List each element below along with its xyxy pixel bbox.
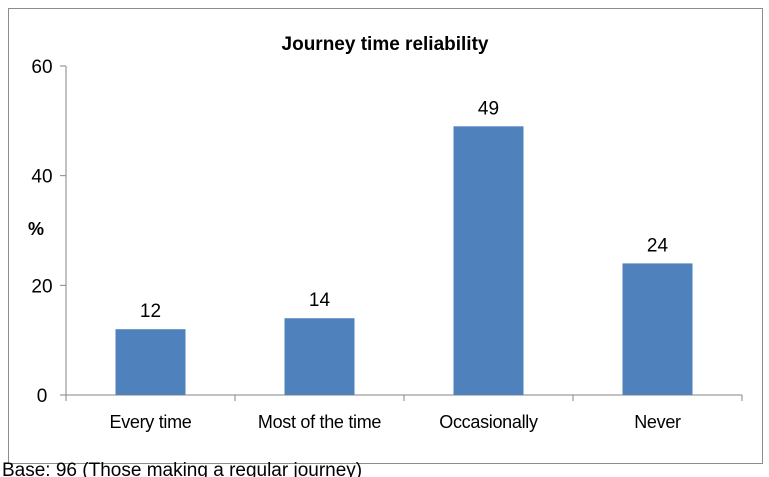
y-tick-label: 40 (31, 167, 52, 188)
bar (453, 126, 524, 396)
x-tick-label: Occasionally (439, 412, 538, 432)
data-label: 49 (478, 98, 499, 119)
y-tick-label: 0 (37, 386, 48, 407)
chart-title: Journey time reliability (282, 34, 489, 55)
y-tick-label: 60 (31, 57, 52, 78)
y-tick-label: 20 (31, 276, 52, 297)
bar (622, 263, 693, 395)
x-tick-label: Most of the time (258, 412, 382, 432)
bar (115, 329, 186, 395)
data-label: 24 (647, 235, 669, 256)
y-axis-label: % (28, 219, 44, 239)
bar (284, 318, 355, 395)
footer-caption: Base: 96 (Those making a regular journey… (2, 462, 363, 477)
plot-area: 0 20 40 60 12 Every time 14 Most of the time 49 O… (31, 57, 743, 432)
data-label: 12 (140, 301, 161, 322)
x-tick-label: Every time (109, 412, 191, 432)
data-label: 14 (309, 290, 331, 311)
x-tick-label: Never (634, 412, 681, 432)
